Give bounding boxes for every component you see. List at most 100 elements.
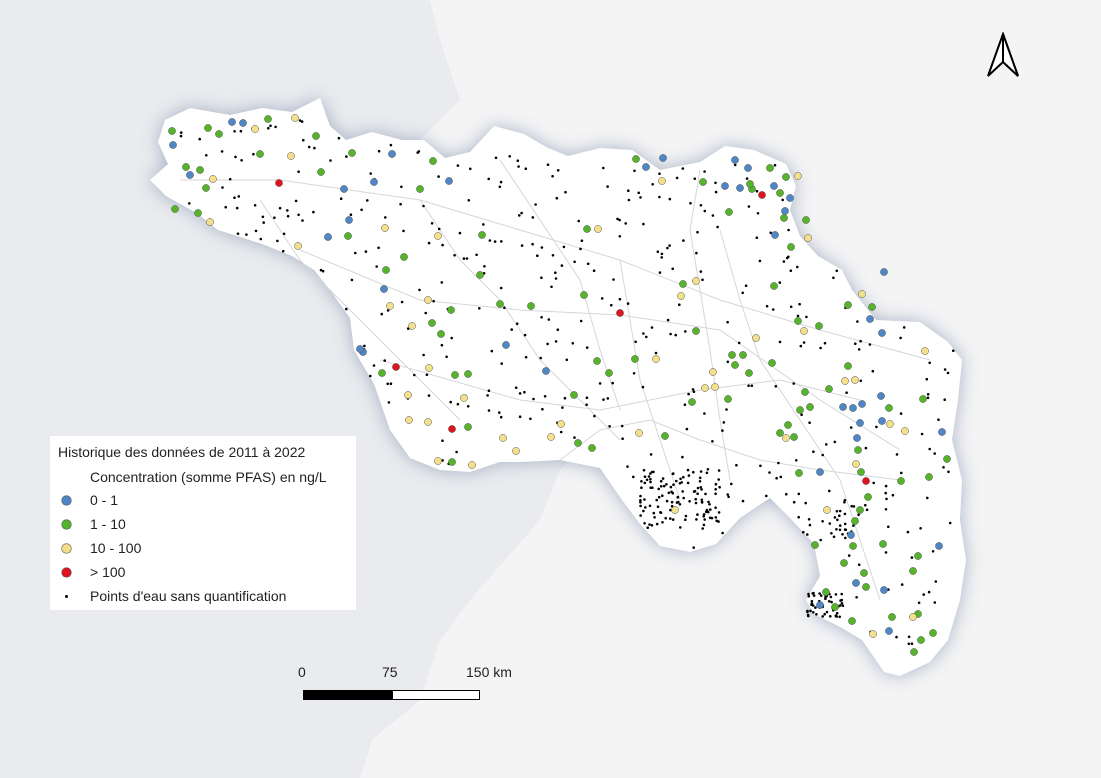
sample-point <box>921 347 929 355</box>
sample-point <box>370 178 378 186</box>
sample-point <box>378 369 386 377</box>
sample-point <box>851 376 859 384</box>
water-point-no-quantification <box>777 461 780 465</box>
sample-point <box>194 209 202 217</box>
sample-point <box>386 302 394 310</box>
water-point-no-quantification <box>639 501 642 504</box>
sample-point <box>447 306 455 314</box>
water-point-no-quantification <box>795 459 798 462</box>
water-point-no-quantification <box>657 495 661 499</box>
water-point-no-quantification <box>840 598 844 602</box>
sample-point <box>574 439 582 447</box>
sample-point <box>854 446 862 454</box>
water-point-no-quantification <box>312 210 315 214</box>
water-point-no-quantification <box>679 526 682 529</box>
water-point-no-quantification <box>681 455 684 459</box>
water-point-no-quantification <box>664 516 667 520</box>
water-point-no-quantification <box>821 520 824 523</box>
water-point-no-quantification <box>281 249 285 253</box>
water-point-no-quantification <box>884 508 888 511</box>
sample-point <box>348 149 356 157</box>
water-point-no-quantification <box>714 181 717 185</box>
sample-point <box>699 178 707 186</box>
sample-point <box>671 506 679 514</box>
water-point-no-quantification <box>643 498 646 501</box>
water-point-no-quantification <box>551 174 554 178</box>
water-point-no-quantification <box>661 494 664 498</box>
water-point-no-quantification <box>899 412 903 415</box>
water-point-no-quantification <box>829 615 832 618</box>
water-point-no-quantification <box>482 223 485 226</box>
scale-tick-150: 150 km <box>466 664 512 680</box>
water-point-no-quantification <box>942 466 945 469</box>
sample-point <box>728 351 736 359</box>
water-point-no-quantification <box>494 156 498 160</box>
sample-point <box>852 460 860 468</box>
legend-item-1-10: 1 - 10 <box>50 516 350 536</box>
water-point-no-quantification <box>520 244 524 247</box>
water-point-no-quantification <box>539 356 542 360</box>
water-point-no-quantification <box>808 421 811 425</box>
water-point-no-quantification <box>807 518 811 521</box>
water-point-no-quantification <box>345 307 348 311</box>
water-point-no-quantification <box>838 524 842 527</box>
water-point-no-quantification <box>297 213 300 217</box>
sample-point <box>816 468 824 476</box>
water-point-no-quantification <box>224 205 227 209</box>
water-point-no-quantification <box>716 225 719 229</box>
water-point-no-quantification <box>282 232 286 236</box>
water-point-no-quantification <box>857 563 861 566</box>
water-point-no-quantification <box>610 303 613 307</box>
water-point-no-quantification <box>188 202 191 205</box>
sample-point <box>340 185 348 193</box>
water-point-no-quantification <box>726 320 729 324</box>
legend-label: Points d'eau sans quantification <box>90 588 287 604</box>
water-point-no-quantification <box>286 214 290 218</box>
sample-point <box>345 216 353 224</box>
water-point-no-quantification <box>618 297 622 301</box>
sample-point <box>688 398 696 406</box>
water-point-no-quantification <box>864 446 868 450</box>
sample-point <box>400 253 408 261</box>
water-point-no-quantification <box>875 425 878 429</box>
water-point-no-quantification <box>366 199 369 202</box>
water-point-no-quantification <box>775 476 778 480</box>
water-point-no-quantification <box>928 447 931 451</box>
sample-point <box>724 395 732 403</box>
water-point-no-quantification <box>499 415 503 419</box>
sample-point <box>831 603 839 611</box>
water-point-no-quantification <box>843 498 847 502</box>
water-point-no-quantification <box>493 240 497 243</box>
sample-point <box>885 627 893 635</box>
water-point-no-quantification <box>659 511 663 514</box>
water-point-no-quantification <box>800 413 803 417</box>
sample-point <box>468 461 476 469</box>
water-point-no-quantification <box>859 339 862 343</box>
water-point-no-quantification <box>785 256 789 260</box>
sample-point <box>794 317 802 325</box>
water-point-no-quantification <box>758 259 762 263</box>
sample-point <box>264 115 272 123</box>
water-point-no-quantification <box>483 265 486 268</box>
sample-point <box>943 455 951 463</box>
water-point-no-quantification <box>854 342 857 346</box>
sample-point <box>909 567 917 575</box>
water-point-no-quantification <box>514 386 518 390</box>
water-point-no-quantification <box>363 344 366 348</box>
water-point-no-quantification <box>565 358 569 362</box>
water-point-no-quantification <box>490 349 494 353</box>
water-point-no-quantification <box>294 199 298 203</box>
water-point-no-quantification <box>441 439 444 443</box>
legend-item-0-1: 0 - 1 <box>50 492 350 512</box>
water-point-no-quantification <box>585 346 589 349</box>
water-point-no-quantification <box>797 492 801 496</box>
water-point-no-quantification <box>611 381 614 385</box>
water-point-no-quantification <box>931 550 935 553</box>
water-point-no-quantification <box>852 524 855 527</box>
water-point-no-quantification <box>276 239 279 243</box>
water-point-no-quantification <box>832 535 836 539</box>
water-point-no-quantification <box>399 202 402 206</box>
water-point-no-quantification <box>701 278 704 282</box>
water-point-no-quantification <box>925 377 929 381</box>
